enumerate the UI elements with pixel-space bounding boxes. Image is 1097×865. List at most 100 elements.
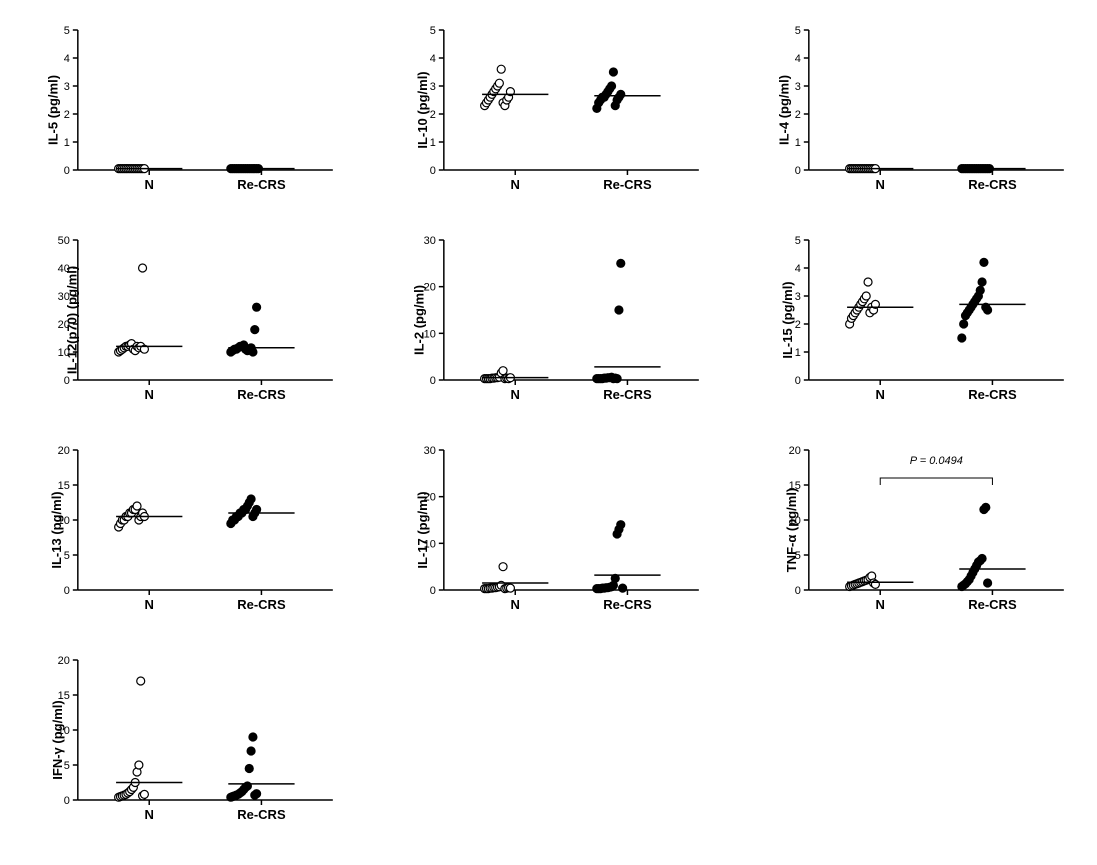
chart-svg: 012345NRe-CRS bbox=[20, 20, 346, 200]
panel-il17: IL-17 (pg/ml)0102030NRe-CRS bbox=[386, 440, 712, 620]
chart-svg: 0 1 2 3 4 5 N Re-CRS bbox=[386, 20, 712, 200]
y-axis-label: IFN-γ (pg/ml) bbox=[50, 700, 65, 779]
y-tick-label: 2 bbox=[795, 109, 801, 121]
y-axis-label: IL-15 (pg/ml) bbox=[780, 281, 795, 358]
data-point bbox=[497, 65, 505, 73]
y-tick-label: 5 bbox=[64, 25, 70, 37]
y-axis-label: IL-17 (pg/ml) bbox=[415, 491, 430, 568]
y-tick-label: 3 bbox=[64, 81, 70, 93]
data-point bbox=[495, 79, 503, 87]
data-point bbox=[499, 367, 507, 375]
y-tick-label: 0 bbox=[64, 585, 70, 597]
data-point bbox=[247, 495, 255, 503]
data-point bbox=[139, 264, 147, 272]
y-tick-label: 30 bbox=[423, 235, 435, 247]
significance-bracket bbox=[881, 478, 993, 485]
x-category-label: N bbox=[145, 177, 154, 192]
data-point bbox=[247, 747, 255, 755]
panel-il12: IL-12(p70) (pg/ml)01020304050NRe-CRS bbox=[20, 230, 346, 410]
data-point bbox=[616, 259, 624, 267]
data-point bbox=[984, 306, 992, 314]
x-category-label: Re-CRS bbox=[969, 597, 1018, 612]
y-tick-label: 0 bbox=[795, 165, 801, 177]
data-point bbox=[863, 292, 871, 300]
data-point bbox=[140, 790, 148, 798]
x-category-label: Re-CRS bbox=[603, 597, 652, 612]
y-tick-label: 0 bbox=[795, 585, 801, 597]
x-category-label: Re-CRS bbox=[603, 387, 652, 402]
y-tick-label: 0 bbox=[429, 165, 435, 177]
data-point bbox=[616, 521, 624, 529]
x-category-label: Re-CRS bbox=[969, 177, 1018, 192]
scatter-panel-grid: IL-5 (pg/ml)012345NRe-CRSIL-10 (pg/ml)01… bbox=[20, 20, 1077, 830]
data-point bbox=[506, 584, 514, 592]
data-point bbox=[499, 563, 507, 571]
data-point bbox=[864, 278, 872, 286]
chart-svg: 05101520NRe-CRS bbox=[20, 650, 346, 830]
panel-tnfa: TNF-α (pg/ml)05101520NRe-CRSP = 0.0494 bbox=[751, 440, 1077, 620]
y-tick-label: 5 bbox=[429, 25, 435, 37]
panel-il10: IL-10 (pg/ml) 0 1 2 3 4 5 N Re-CRS bbox=[386, 20, 712, 200]
x-category-label: Re-CRS bbox=[237, 597, 286, 612]
panel-il13: IL-13 (pg/ml)05101520NRe-CRS bbox=[20, 440, 346, 620]
data-point bbox=[978, 278, 986, 286]
y-tick-label: 5 bbox=[795, 25, 801, 37]
data-point bbox=[245, 765, 253, 773]
x-category-label: Re-CRS bbox=[237, 387, 286, 402]
y-tick-label: 1 bbox=[795, 137, 801, 149]
chart-svg: 0102030NRe-CRS bbox=[386, 230, 712, 410]
y-tick-label: 5 bbox=[795, 235, 801, 247]
y-tick-label: 0 bbox=[64, 165, 70, 177]
data-point bbox=[249, 348, 257, 356]
chart-svg: 05101520NRe-CRSP = 0.0494 bbox=[751, 440, 1077, 620]
x-category-label: Re-CRS bbox=[969, 387, 1018, 402]
y-tick-label: 4 bbox=[429, 53, 435, 65]
data-point bbox=[982, 503, 990, 511]
y-tick-label: 1 bbox=[795, 347, 801, 359]
chart-svg: 012345NRe-CRS bbox=[751, 230, 1077, 410]
y-tick-label: 3 bbox=[795, 81, 801, 93]
chart-svg: 0102030NRe-CRS bbox=[386, 440, 712, 620]
data-point bbox=[133, 502, 141, 510]
y-axis-label: IL-10 (pg/ml) bbox=[415, 71, 430, 148]
x-category-label: N bbox=[876, 177, 885, 192]
data-point bbox=[607, 82, 615, 90]
data-point bbox=[977, 286, 985, 294]
y-tick-label: 1 bbox=[64, 137, 70, 149]
data-point bbox=[135, 761, 143, 769]
y-tick-label: 0 bbox=[795, 375, 801, 387]
y-tick-label: 30 bbox=[423, 445, 435, 457]
data-point bbox=[978, 555, 986, 563]
y-tick-label: 4 bbox=[795, 53, 801, 65]
y-tick-label: 0 bbox=[64, 375, 70, 387]
x-category-label: N bbox=[510, 177, 519, 192]
x-category-label: N bbox=[145, 807, 154, 822]
y-tick-label: 3 bbox=[795, 291, 801, 303]
y-tick-label: 2 bbox=[795, 319, 801, 331]
y-tick-label: 2 bbox=[429, 109, 435, 121]
y-tick-label: 20 bbox=[789, 445, 801, 457]
panel-ifng: IFN-γ (pg/ml)05101520NRe-CRS bbox=[20, 650, 346, 830]
y-tick-label: 15 bbox=[58, 480, 70, 492]
x-category-label: Re-CRS bbox=[237, 177, 286, 192]
panel-il2: IL-2 (pg/ml)0102030NRe-CRS bbox=[386, 230, 712, 410]
data-point bbox=[615, 306, 623, 314]
data-point bbox=[958, 334, 966, 342]
y-tick-label: 5 bbox=[64, 550, 70, 562]
chart-svg: 05101520NRe-CRS bbox=[20, 440, 346, 620]
data-point bbox=[253, 303, 261, 311]
x-category-label: N bbox=[145, 387, 154, 402]
data-point bbox=[984, 579, 992, 587]
x-category-label: Re-CRS bbox=[603, 177, 652, 192]
y-tick-label: 0 bbox=[64, 795, 70, 807]
y-axis-label: IL-5 (pg/ml) bbox=[46, 75, 61, 145]
panel-il5: IL-5 (pg/ml)012345NRe-CRS bbox=[20, 20, 346, 200]
y-tick-label: 0 bbox=[429, 375, 435, 387]
y-tick-label: 50 bbox=[58, 235, 70, 247]
x-category-label: N bbox=[876, 387, 885, 402]
data-point bbox=[616, 90, 624, 98]
y-axis-label: IL-4 (pg/ml) bbox=[777, 75, 792, 145]
y-tick-label: 1 bbox=[429, 137, 435, 149]
y-tick-label: 3 bbox=[429, 81, 435, 93]
data-point bbox=[618, 584, 626, 592]
